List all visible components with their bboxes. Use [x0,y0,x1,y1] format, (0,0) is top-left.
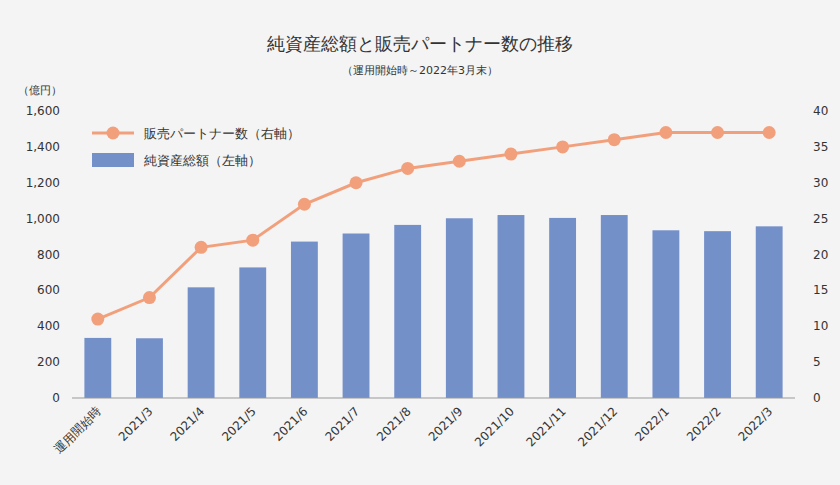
y2-tick-label: 25 [813,212,828,226]
line-marker [298,198,311,211]
y-tick-label: 0 [52,391,60,405]
x-tick-label: 2021/7 [322,404,362,444]
y-tick-label: 800 [37,248,60,262]
bar [446,218,473,398]
legend-label: 純資産総額（左軸） [144,153,261,168]
bar [394,225,421,398]
bar [601,215,628,398]
line-marker [608,133,621,146]
x-tick-label: 2021/3 [116,404,156,444]
y2-tick-label: 30 [813,176,828,190]
line-marker [143,291,156,304]
line-marker [401,162,414,175]
x-tick-label: 2022/3 [736,404,776,444]
y2-tick-label: 15 [813,283,828,297]
x-tick-label: 2021/5 [219,404,259,444]
x-tick-label: 2021/10 [472,404,517,449]
line-marker [350,176,363,189]
title: 純資産総額と販売パートナー数の推移 [267,33,573,54]
line-marker [91,313,104,326]
y-tick-label: 1,200 [26,176,60,190]
bar [136,338,163,398]
line-marker [659,126,672,139]
x-tick-label: 2022/1 [632,404,672,444]
bar [343,234,370,398]
x-tick-label: 2021/8 [374,404,414,444]
bar [652,230,679,398]
y-axis-label: （億円） [18,84,62,97]
line-marker [453,155,466,168]
y2-tick-label: 0 [813,391,821,405]
x-tick-label: 2021/12 [575,404,620,449]
y2-tick-label: 5 [813,355,821,369]
y2-tick-label: 10 [813,319,828,333]
y-tick-label: 200 [37,355,60,369]
y-tick-label: 1,000 [26,212,60,226]
line-marker [711,126,724,139]
y2-tick-label: 20 [813,248,828,262]
y-tick-label: 400 [37,319,60,333]
line-marker [246,234,259,247]
y2-tick-label: 35 [813,140,828,154]
x-axis-line [72,398,795,399]
x-tick-label: 2021/4 [167,404,207,444]
line-marker [763,126,776,139]
line-marker [504,148,517,161]
line-marker [556,140,569,153]
y2-tick-label: 40 [813,104,828,118]
bar [704,231,731,398]
x-tick-label: 2022/2 [684,404,724,444]
legend-label: 販売パートナー数（右軸） [144,126,300,141]
y-tick-label: 1,600 [26,104,60,118]
x-tick-label: 2021/6 [271,404,311,444]
chart: 純資産総額と販売パートナー数の推移 （運用開始時～2022年3月末） （億円） 0 20… [0,0,840,485]
x-tick-label: 2021/11 [524,404,569,449]
y-tick-label: 1,400 [26,140,60,154]
plot-area [84,126,782,398]
bar [756,226,783,398]
bar [84,338,111,398]
x-tick-label: 2021/9 [426,404,466,444]
line-marker [195,241,208,254]
x-tick-label: 運用開始時 [52,404,104,456]
bar [188,287,215,398]
subtitle: （運用開始時～2022年3月末） [342,64,498,77]
bar [549,218,576,398]
legend-swatch [107,127,120,140]
y-tick-label: 600 [37,283,60,297]
bar [239,267,266,398]
legend-swatch [92,153,134,167]
line [98,133,769,320]
bar [498,215,525,398]
bar [291,242,318,398]
